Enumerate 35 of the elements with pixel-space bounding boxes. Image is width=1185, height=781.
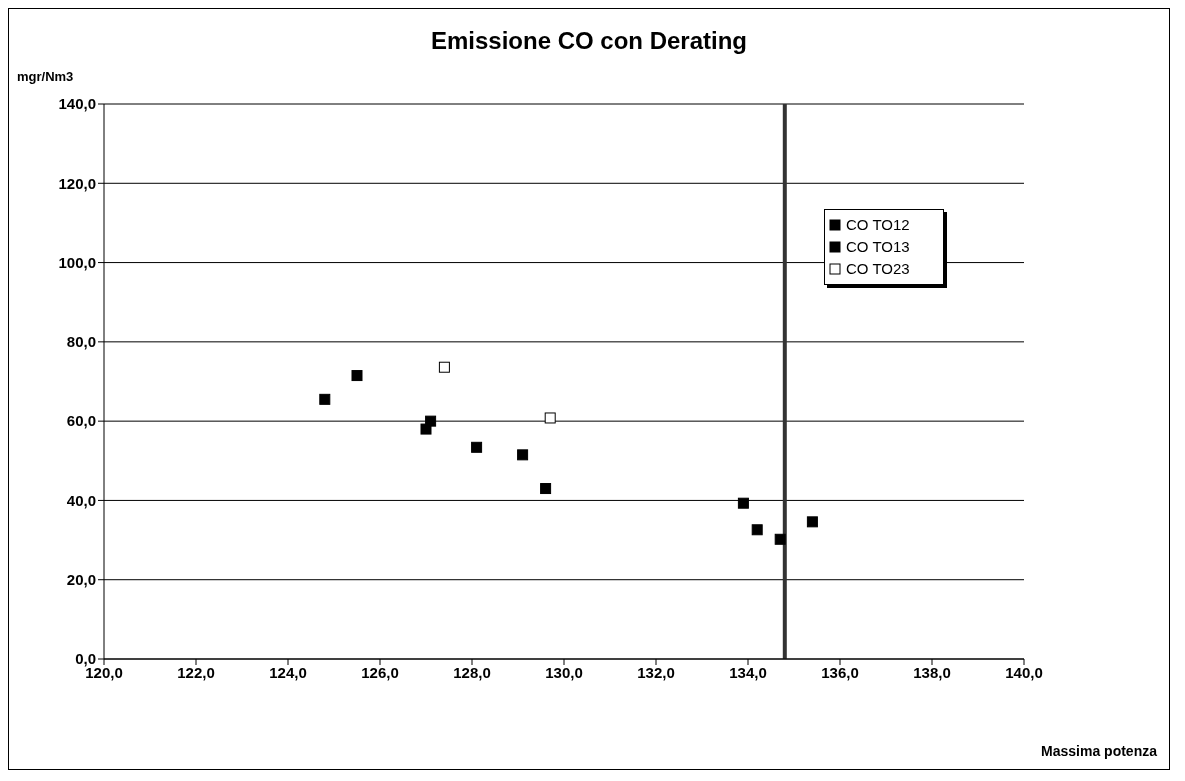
y-tick-label: 120,0 <box>58 174 96 192</box>
y-tick-label: 140,0 <box>58 95 96 113</box>
x-axis-title: Massima potenza <box>1041 743 1157 759</box>
x-tick-label: 134,0 <box>729 663 767 681</box>
point <box>425 415 437 427</box>
chart-title: Emissione CO con Derating <box>429 27 749 55</box>
y-tick-label: 80,0 <box>66 333 96 351</box>
x-tick-label: 124,0 <box>269 663 307 681</box>
x-tick-label: 122,0 <box>177 663 215 681</box>
x-tick-label: 130,0 <box>545 663 583 681</box>
point <box>774 533 786 545</box>
y-axis-title: mgr/Nm3 <box>17 69 74 84</box>
x-tick-label: 132,0 <box>637 663 675 681</box>
y-tick-label: 20,0 <box>66 571 96 589</box>
y-tick-label: 40,0 <box>66 491 96 509</box>
legend-label: CO TO23 <box>846 259 910 279</box>
x-tick-label: 140,0 <box>1005 663 1043 681</box>
x-tick-label: 138,0 <box>913 663 951 681</box>
point <box>351 370 363 382</box>
y-tick-label: 100,0 <box>58 253 96 271</box>
point <box>319 393 331 405</box>
x-tick-label: 126,0 <box>361 663 399 681</box>
legend-label: CO TO12 <box>846 215 910 235</box>
point <box>540 483 552 495</box>
point <box>806 516 818 528</box>
x-tick-label: 128,0 <box>453 663 491 681</box>
legend-label: CO TO13 <box>846 237 910 257</box>
y-tick-label: 60,0 <box>66 412 96 430</box>
point <box>517 449 529 461</box>
point <box>471 441 483 453</box>
point <box>737 497 749 509</box>
point <box>751 524 763 536</box>
point <box>438 361 450 373</box>
point <box>544 412 556 424</box>
x-tick-label: 136,0 <box>821 663 859 681</box>
